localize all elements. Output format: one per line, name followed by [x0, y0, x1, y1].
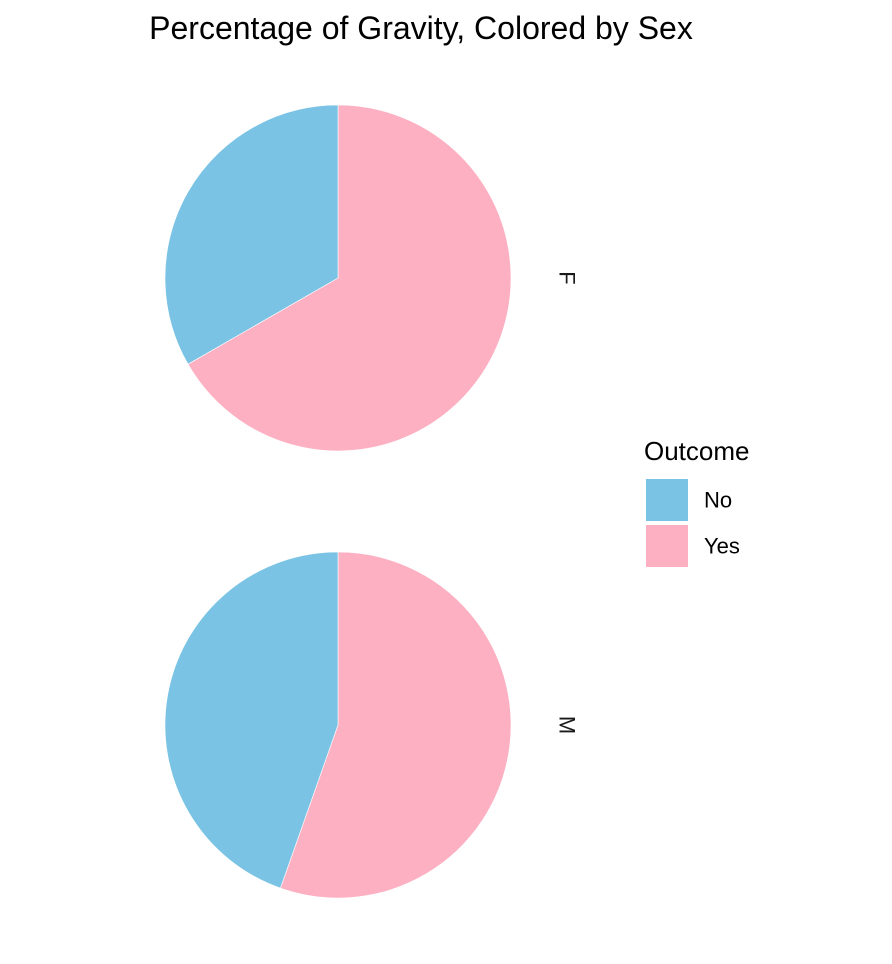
legend-label-yes: Yes: [704, 534, 740, 559]
facet-strip-label: M: [555, 716, 580, 734]
facets-layer: FM: [164, 104, 580, 899]
legend-swatch-yes: [646, 525, 688, 567]
facet-M: M: [164, 551, 580, 899]
legend-swatch-no: [646, 479, 688, 521]
legend-label-no: No: [704, 488, 732, 513]
legend-item-no: No: [646, 479, 732, 521]
chart-title: Percentage of Gravity, Colored by Sex: [149, 10, 693, 46]
legend: Outcome No Yes: [644, 436, 750, 567]
pie-slice-F-yes: [187, 104, 512, 452]
facet-F: F: [164, 104, 580, 452]
facet-strip-label: F: [555, 271, 580, 284]
legend-entries: No Yes: [646, 479, 740, 567]
legend-title: Outcome: [644, 436, 750, 466]
pie-slice-F-no: [164, 104, 339, 365]
legend-item-yes: Yes: [646, 525, 740, 567]
pie-slice-M-no: [164, 551, 339, 889]
